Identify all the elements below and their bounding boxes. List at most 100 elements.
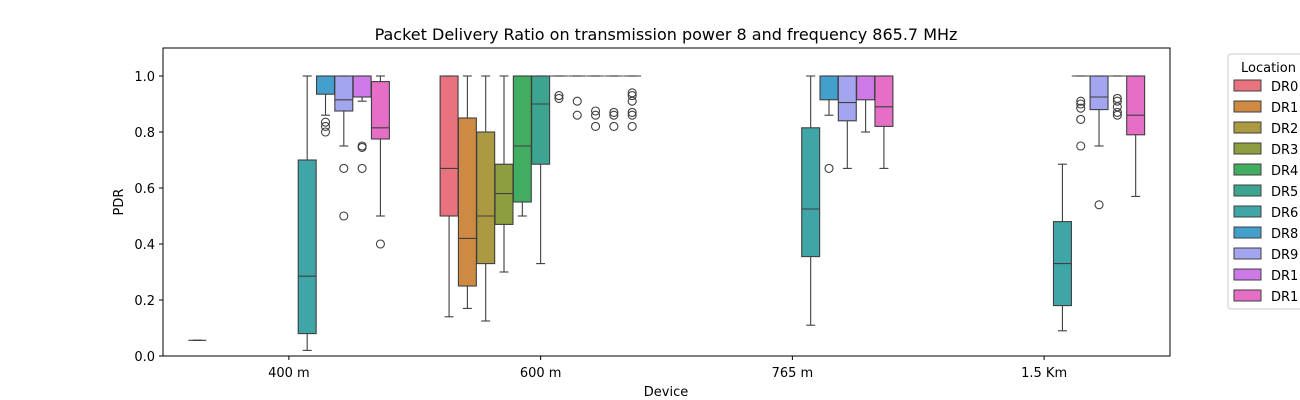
- box-DR8-765-m: [819, 75, 839, 173]
- legend-label: DR6: [1271, 206, 1298, 221]
- iqr-box: [531, 75, 551, 165]
- box-DR9-600-m: [586, 75, 605, 131]
- legend-swatch: [1233, 142, 1262, 155]
- legend-label: DR5: [1271, 185, 1298, 200]
- outlier-point: [609, 121, 619, 131]
- legend-swatch: [1233, 226, 1262, 239]
- box-DR6-765-m: [801, 75, 821, 326]
- x-tick-label: 400 m: [268, 366, 310, 381]
- outlier-point: [627, 121, 637, 131]
- box-DR9-1.5-Km: [1089, 75, 1109, 210]
- x-tick-label: 765 m: [772, 366, 814, 381]
- box-DR1-1.5-Km: [1126, 75, 1146, 197]
- legend-swatch: [1233, 100, 1262, 113]
- box-DR1-1.5-Km: [1108, 75, 1127, 120]
- chart-title: Packet Delivery Ratio on transmission po…: [375, 25, 958, 44]
- legend-swatch: [1233, 205, 1262, 218]
- legend-swatch: [1233, 268, 1262, 281]
- outlier-point: [1112, 107, 1122, 117]
- box-DR3-600-m: [494, 75, 514, 273]
- box-DR1-765-m: [856, 75, 876, 133]
- y-tick-label: 0.6: [134, 182, 155, 197]
- outlier-point: [375, 239, 385, 249]
- iqr-box: [856, 75, 876, 101]
- outlier-point: [554, 93, 564, 103]
- legend-swatch: [1233, 79, 1262, 92]
- outlier-point: [357, 142, 367, 152]
- outlier-point: [357, 163, 367, 173]
- outlier-point: [1076, 99, 1086, 109]
- box-DR8-1.5-Km: [1071, 75, 1090, 151]
- box-DR9-400-m: [334, 75, 354, 221]
- iqr-box: [819, 75, 839, 101]
- legend-label: DR8: [1271, 227, 1298, 242]
- x-axis: 400 m 600 m 765 m 1.5 Km: [268, 356, 1067, 381]
- box-DR0-600-m: [439, 75, 459, 318]
- plot-frame: [162, 47, 1171, 357]
- legend-label: DR9: [1271, 248, 1298, 263]
- iqr-box: [874, 75, 894, 127]
- legend-label: DR1: [1271, 101, 1298, 116]
- box-DR1-765-m: [874, 75, 894, 169]
- box-DR4-600-m: [512, 75, 532, 217]
- outlier-point: [572, 110, 582, 120]
- outlier-point: [591, 106, 601, 116]
- outlier-point: [1076, 96, 1086, 106]
- x-tick-label: 1.5 Km: [1021, 366, 1067, 381]
- box-DR1-600-m: [604, 75, 623, 131]
- box-DR8-400-m: [315, 75, 336, 137]
- outlier-point: [627, 107, 637, 117]
- outlier-point: [339, 211, 349, 221]
- outlier-point: [591, 110, 601, 120]
- outlier-point: [1094, 200, 1104, 210]
- iqr-box: [370, 81, 390, 140]
- legend-swatch: [1233, 289, 1262, 302]
- y-tick-label: 0.0: [134, 350, 155, 365]
- box-DR1-400-m: [370, 75, 390, 249]
- outlier-point: [554, 91, 564, 101]
- iqr-box: [297, 159, 317, 335]
- legend-frame: [1227, 53, 1300, 310]
- x-tick-label: 600 m: [520, 366, 562, 381]
- box-DR6-600-m: [549, 75, 568, 103]
- outlier-point: [627, 110, 637, 120]
- outlier-point: [1112, 110, 1122, 120]
- iqr-box: [1126, 75, 1146, 136]
- iqr-box: [837, 75, 857, 122]
- box-DR1-400-m: [352, 75, 372, 173]
- outlier-point: [572, 96, 582, 106]
- box-DR6-1.5-Km: [1052, 163, 1072, 332]
- iqr-box: [439, 75, 459, 217]
- iqr-box: [457, 117, 477, 287]
- y-tick-label: 0.4: [134, 238, 155, 253]
- outlier-point: [1112, 96, 1122, 106]
- legend-label: DR0: [1271, 80, 1298, 95]
- outlier-point: [1076, 114, 1086, 124]
- legend-swatch: [1233, 121, 1262, 134]
- box-DR1-600-m: [457, 75, 477, 309]
- outlier-point: [320, 117, 331, 127]
- outlier-point: [320, 121, 331, 131]
- iqr-box: [352, 75, 372, 98]
- iqr-box: [334, 75, 354, 112]
- y-axis: 0.0 0.2 0.4 0.6 0.8 1.0: [134, 70, 163, 365]
- box-DR5-600-m: [531, 75, 551, 265]
- box-DR8-600-m: [568, 75, 587, 120]
- outlier-point: [591, 121, 601, 131]
- outlier-point: [320, 127, 331, 137]
- outlier-point: [627, 96, 637, 106]
- legend-label: DR2: [1271, 122, 1298, 137]
- legend-label: DR3: [1271, 143, 1298, 158]
- legend-label: DR1: [1271, 290, 1298, 305]
- iqr-box: [315, 75, 336, 95]
- iqr-box: [476, 131, 496, 265]
- y-tick-label: 1.0: [134, 70, 155, 85]
- legend: Location DR0 DR1 DR2 DR3 DR4 DR5 DR6 DR8 DR9 DR1 D…: [1227, 53, 1300, 310]
- plot-area: [188, 75, 1146, 351]
- box-DR2-600-m: [476, 75, 496, 322]
- box-DR9-765-m: [837, 75, 857, 169]
- outlier-point: [627, 91, 637, 101]
- iqr-box: [1089, 75, 1109, 111]
- y-axis-label: PDR: [112, 189, 127, 216]
